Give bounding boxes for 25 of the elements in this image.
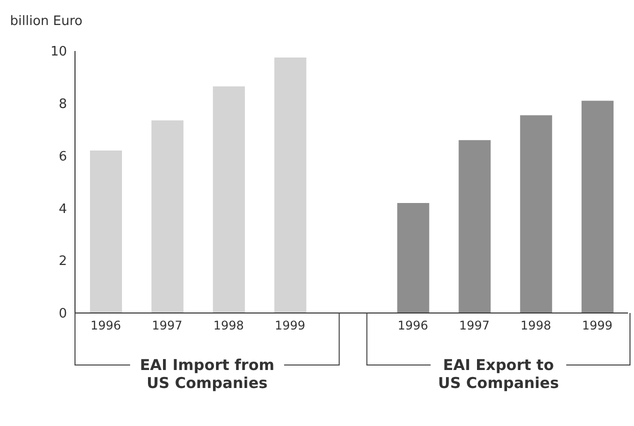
x-tick-label: 1999 [582,318,613,333]
y-tick-label: 4 [58,202,67,217]
y-tick-label: 6 [58,149,67,164]
y-tick-label: 0 [58,306,67,322]
bar [520,115,552,313]
bar [151,120,184,313]
x-tick-label: 1997 [459,318,490,333]
bar [458,140,491,313]
text: EAI Export to US Companies [438,356,559,392]
text: EAI Import from US Companies [140,356,274,392]
x-tick-label: 1998 [213,318,244,333]
x-tick-label: 1997 [152,318,182,333]
x-tick-label: 1999 [274,318,306,333]
y-axis-title: billion Euro [10,14,82,29]
y-tick-label: 8 [58,97,67,112]
bar [397,202,430,313]
x-tick-label: 1996 [398,318,428,333]
bar [274,58,306,313]
x-tick-label: 1996 [90,318,121,333]
y-tick-label: 2 [58,254,67,270]
bar [212,86,245,313]
x-tick-label: 1998 [520,318,552,333]
bar [582,100,614,313]
y-tick-label: 10 [50,44,67,60]
bar [90,150,122,313]
